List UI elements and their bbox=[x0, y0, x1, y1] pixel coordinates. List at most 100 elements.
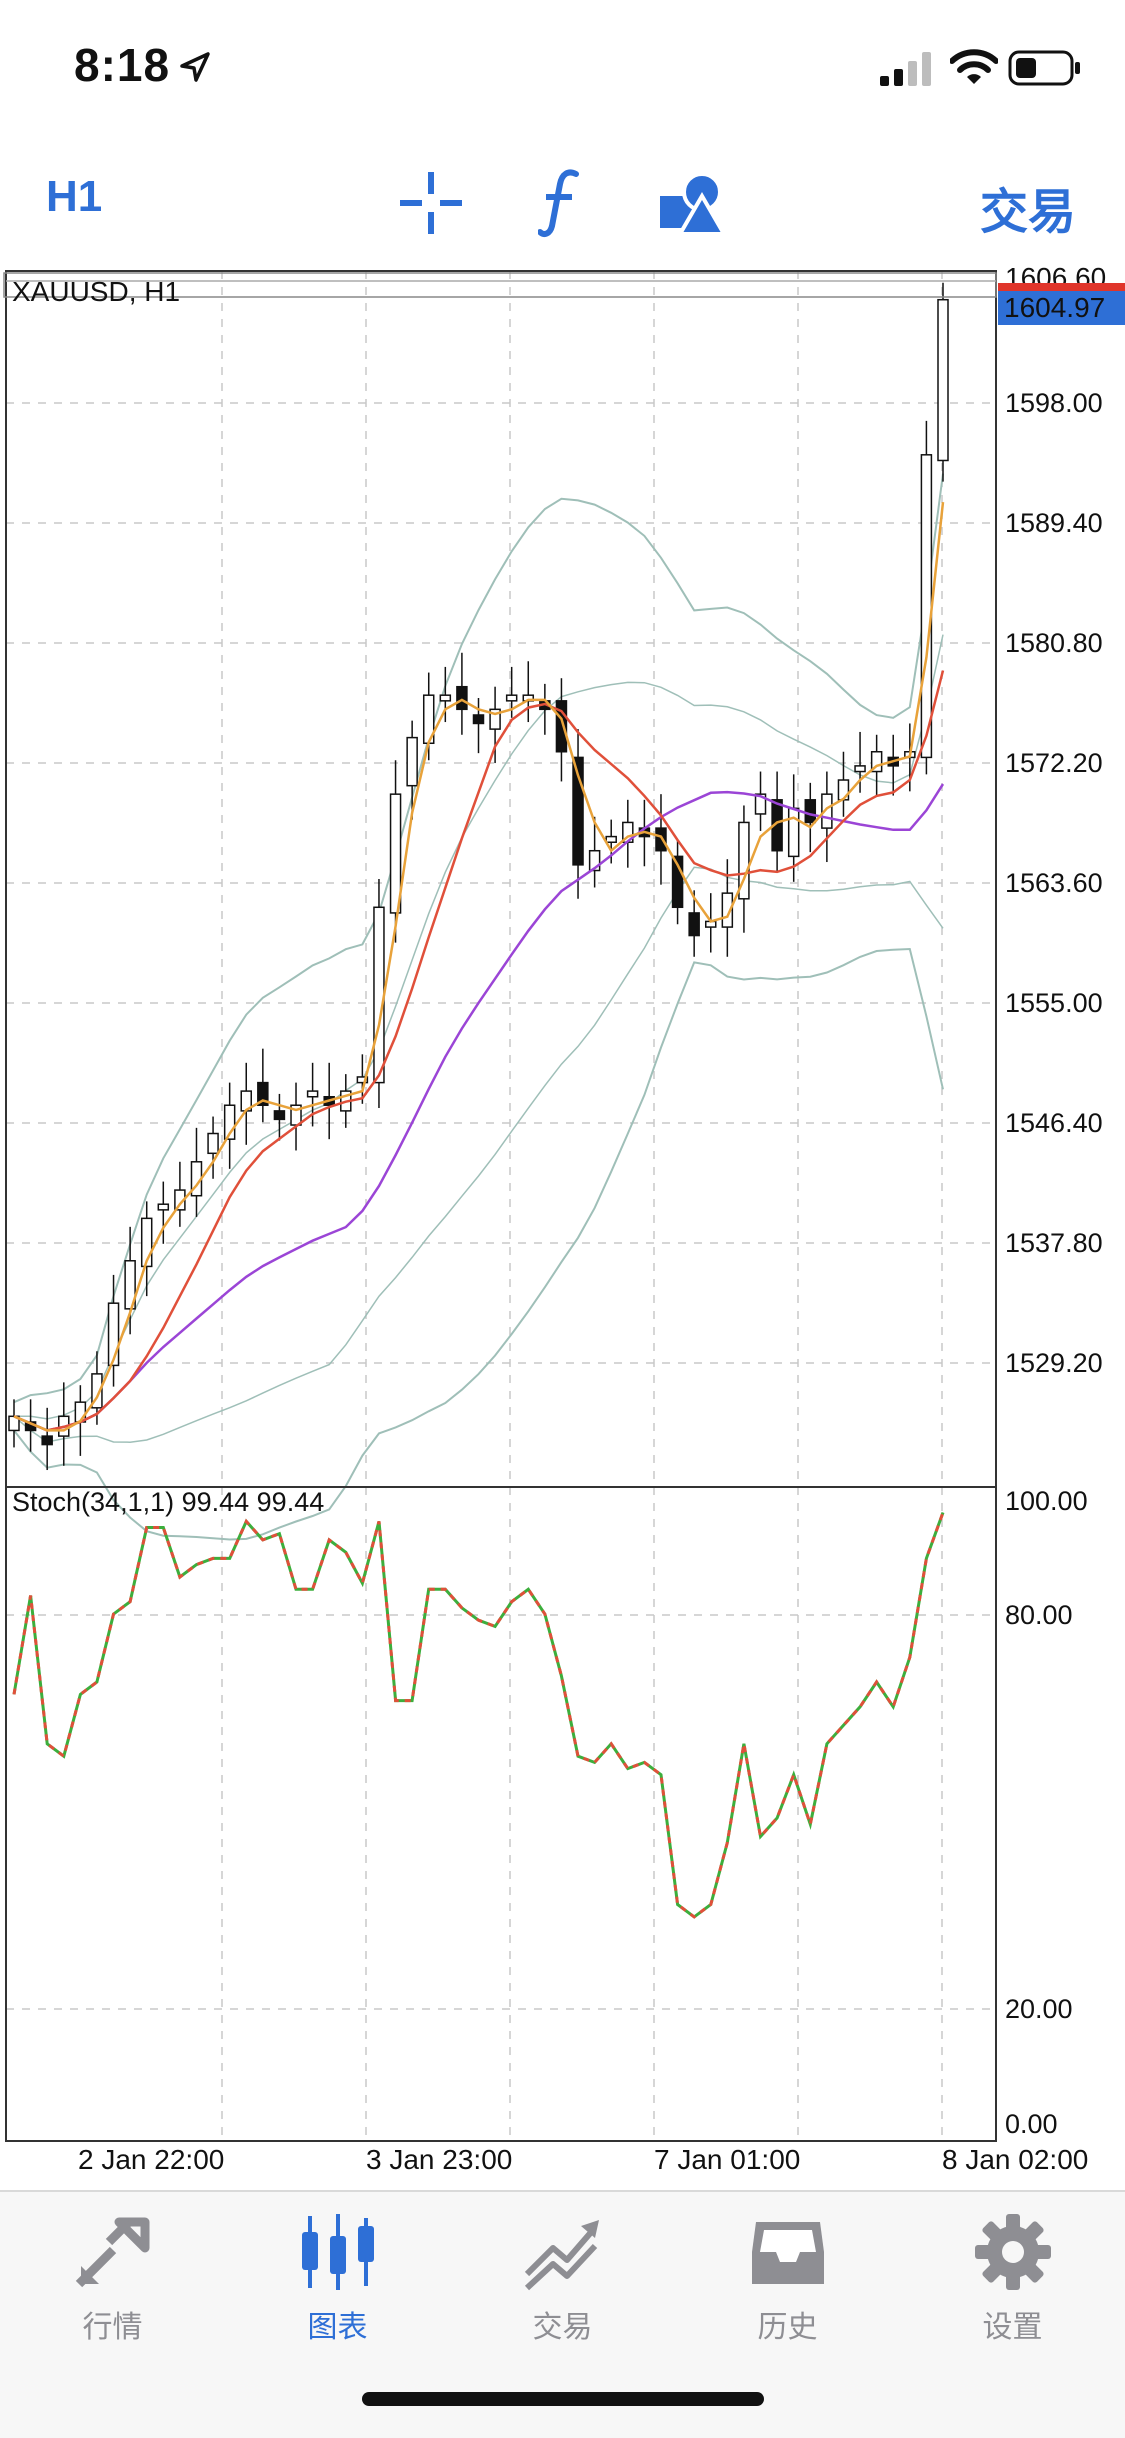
candle bbox=[157, 1181, 170, 1244]
status-bar: 8:18 bbox=[0, 0, 1125, 140]
tab-history[interactable]: 历史 bbox=[675, 2212, 900, 2362]
chart-toolbar: H1 交易 bbox=[0, 150, 1125, 260]
candle bbox=[738, 805, 750, 933]
price-tick: 1563.60 bbox=[1005, 868, 1103, 898]
price-tick: 1580.80 bbox=[1005, 628, 1103, 658]
candle bbox=[257, 1048, 269, 1123]
current-price-badge bbox=[998, 291, 1125, 325]
candle bbox=[555, 678, 568, 782]
stoch-signal-line bbox=[12, 1511, 945, 1919]
time-tick: 2 Jan 22:00 bbox=[78, 2144, 224, 2175]
candle bbox=[588, 816, 601, 888]
tab-label: 历史 bbox=[757, 2311, 818, 2344]
candle bbox=[887, 734, 899, 796]
battery-icon bbox=[1008, 50, 1080, 86]
candle bbox=[754, 771, 767, 831]
candle bbox=[240, 1062, 252, 1145]
candle bbox=[124, 1226, 136, 1335]
candle bbox=[539, 683, 551, 735]
tab-settings[interactable]: 设置 bbox=[900, 2212, 1125, 2362]
stoch-main-line bbox=[12, 1511, 945, 1919]
price-tick: 1598.00 bbox=[1005, 388, 1103, 418]
candle bbox=[306, 1062, 319, 1127]
candle bbox=[489, 686, 501, 764]
price-tick: 1546.40 bbox=[1005, 1108, 1103, 1138]
candle bbox=[273, 1093, 286, 1141]
candle bbox=[174, 1161, 186, 1227]
candle bbox=[290, 1082, 302, 1151]
current-price-label: 1604.97 bbox=[1004, 292, 1105, 323]
ma-fast-line bbox=[13, 501, 945, 1432]
stoch-tick: 100.00 bbox=[1005, 1486, 1088, 1516]
candle bbox=[622, 799, 634, 868]
tab-label: 图表 bbox=[307, 2311, 368, 2344]
stoch-tick: 0.00 bbox=[1005, 2109, 1058, 2139]
lower-band-line bbox=[13, 947, 944, 1541]
function-icon[interactable] bbox=[538, 168, 582, 238]
candle bbox=[655, 794, 667, 885]
tab-label: 交易 bbox=[532, 2311, 593, 2344]
ma-mid-line bbox=[13, 670, 945, 1432]
time-tick: 7 Jan 01:00 bbox=[654, 2144, 800, 2175]
price-chart[interactable]: XAUUSD, H1 1606.60 1604.97 1598.00 1589.… bbox=[0, 265, 1125, 2190]
price-tick: 1555.00 bbox=[1005, 988, 1103, 1018]
price-tick: 1572.20 bbox=[1005, 748, 1103, 778]
tab-charts[interactable]: 图表 bbox=[225, 2212, 450, 2362]
candle bbox=[356, 1054, 369, 1104]
wifi-icon bbox=[950, 49, 998, 84]
candle bbox=[472, 698, 485, 754]
cellular-signal-icon bbox=[880, 52, 931, 86]
chart-candles-icon bbox=[301, 2214, 374, 2290]
candle bbox=[41, 1407, 53, 1471]
ask-line-marker bbox=[998, 283, 1125, 291]
tab-quotes[interactable]: 行情 bbox=[0, 2212, 225, 2362]
candle bbox=[837, 751, 850, 817]
candle bbox=[58, 1382, 70, 1466]
tab-label: 设置 bbox=[982, 2311, 1043, 2344]
settings-icon bbox=[974, 2214, 1051, 2290]
price-tick: 1529.20 bbox=[1005, 1348, 1103, 1378]
candle bbox=[190, 1127, 203, 1217]
candle bbox=[572, 729, 584, 899]
ma-slow-line bbox=[13, 783, 945, 1432]
candle bbox=[705, 893, 717, 953]
candle bbox=[140, 1201, 153, 1297]
candle bbox=[107, 1274, 120, 1387]
status-time: 8:18 bbox=[74, 39, 171, 91]
candle bbox=[937, 282, 949, 482]
tab-trade[interactable]: 交易 bbox=[450, 2212, 675, 2362]
chart-symbol-title: XAUUSD, H1 bbox=[12, 276, 180, 307]
timeframe-button[interactable]: H1 bbox=[46, 172, 103, 221]
price-tick: 1537.80 bbox=[1005, 1228, 1103, 1258]
stoch-tick: 20.00 bbox=[1005, 1994, 1073, 2024]
history-icon bbox=[751, 2222, 824, 2284]
inner-upper-band-line bbox=[14, 634, 944, 1420]
candle bbox=[8, 1399, 20, 1448]
candle bbox=[223, 1082, 236, 1169]
location-arrow-icon bbox=[180, 52, 210, 82]
time-tick: 3 Jan 23:00 bbox=[366, 2144, 512, 2175]
trade-button[interactable]: 交易 bbox=[980, 186, 1077, 239]
candle bbox=[804, 782, 817, 853]
candle bbox=[854, 731, 866, 793]
upper-band-line bbox=[13, 473, 944, 1404]
stoch-tick: 80.00 bbox=[1005, 1600, 1073, 1630]
price-tick: 1589.40 bbox=[1005, 508, 1103, 538]
candle bbox=[207, 1116, 219, 1179]
stochastic-label: Stoch(34,1,1) 99.44 99.44 bbox=[12, 1487, 324, 1517]
candle bbox=[688, 890, 700, 957]
time-tick: 8 Jan 02:00 bbox=[942, 2144, 1088, 2175]
candle bbox=[456, 652, 468, 735]
candle bbox=[389, 760, 402, 943]
chart-area[interactable]: XAUUSD, H1 1606.60 1604.97 1598.00 1589.… bbox=[0, 265, 1125, 2190]
quotes-icon bbox=[75, 2217, 149, 2288]
tab-label: 行情 bbox=[82, 2311, 143, 2344]
candle bbox=[439, 666, 452, 723]
objects-icon[interactable] bbox=[658, 170, 726, 236]
inner-lower-band-line bbox=[13, 866, 944, 1443]
trade-icon bbox=[524, 2220, 599, 2291]
crosshair-icon[interactable] bbox=[398, 170, 464, 236]
candle bbox=[406, 720, 418, 820]
home-indicator bbox=[362, 2392, 764, 2406]
candle bbox=[671, 839, 684, 925]
